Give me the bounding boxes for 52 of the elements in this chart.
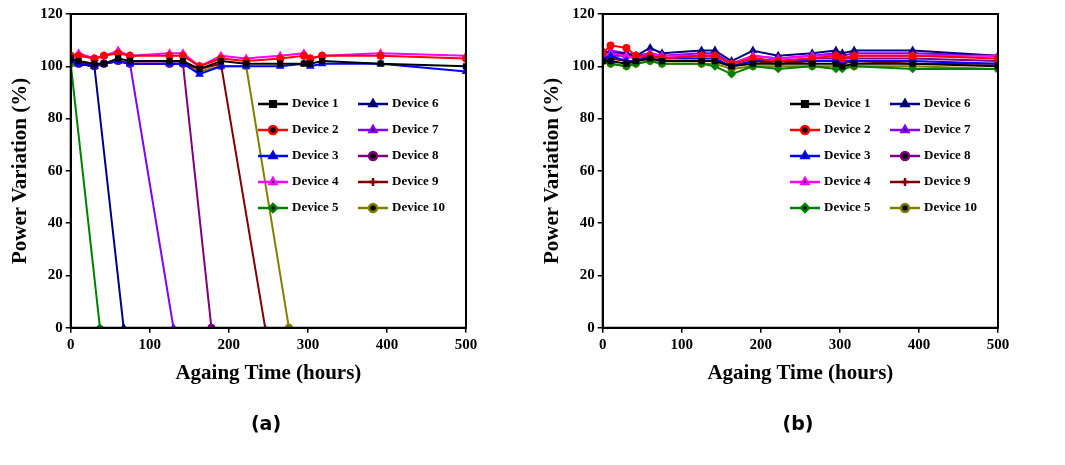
legend-label: Device 4 [292,173,340,189]
y-tick-label: 120 [40,4,63,21]
y-tick-label: 120 [572,4,595,21]
legend-label: Device 8 [392,147,440,163]
text: (b) [781,412,815,434]
legend-label: Device 6 [392,95,440,111]
y-tick-label: 40 [579,214,595,231]
legend-label: Device 2 [292,121,339,137]
legend-label: Device 1 [292,95,339,111]
legend-label: Device 7 [924,121,972,137]
x-tick-label: 100 [670,335,694,352]
legend-label: Device 2 [824,121,871,137]
x-axis-title: Againg Time (hours) [175,359,362,384]
x-tick-label: 200 [749,335,773,352]
y-tick-label: 60 [47,161,63,178]
legend-label: Device 6 [924,95,972,111]
legend-label: Device 10 [924,199,978,215]
y-tick-label: 20 [47,266,63,283]
y-tick-label: 100 [572,57,595,74]
y-tick-label: 60 [579,161,595,178]
x-tick-label: 500 [454,335,478,352]
x-tick-label: 500 [986,335,1010,352]
x-tick-label: 300 [828,335,852,352]
legend-label: Device 7 [392,121,440,137]
x-tick-label: 100 [138,335,162,352]
legend-label: Device 9 [392,173,440,189]
y-axis-title: Power Variation (%) [539,77,564,265]
legend-label: Device 10 [392,199,446,215]
y-tick-label: 20 [579,266,595,283]
y-tick-label: 100 [40,57,63,74]
text: (a) [249,412,283,434]
legend-label: Device 5 [292,199,340,215]
y-tick-label: 40 [47,214,63,231]
x-axis-title: Againg Time (hours) [707,359,894,384]
y-tick-label: 80 [47,109,63,126]
x-tick-label: 300 [296,335,320,352]
legend-label: Device 3 [292,147,340,163]
x-tick-label: 0 [66,335,75,352]
legend-label: Device 3 [824,147,872,163]
y-tick-label: 0 [587,318,595,335]
x-tick-label: 0 [598,335,607,352]
legend-label: Device 4 [824,173,872,189]
x-tick-label: 400 [907,335,931,352]
legend-label: Device 8 [924,147,972,163]
x-tick-label: 400 [375,335,399,352]
legend-label: Device 1 [824,95,871,111]
y-axis-title: Power Variation (%) [7,77,32,265]
legend-label: Device 5 [824,199,872,215]
y-tick-label: 0 [55,318,63,335]
x-tick-label: 200 [217,335,241,352]
y-tick-label: 80 [579,109,595,126]
legend-label: Device 9 [924,173,972,189]
